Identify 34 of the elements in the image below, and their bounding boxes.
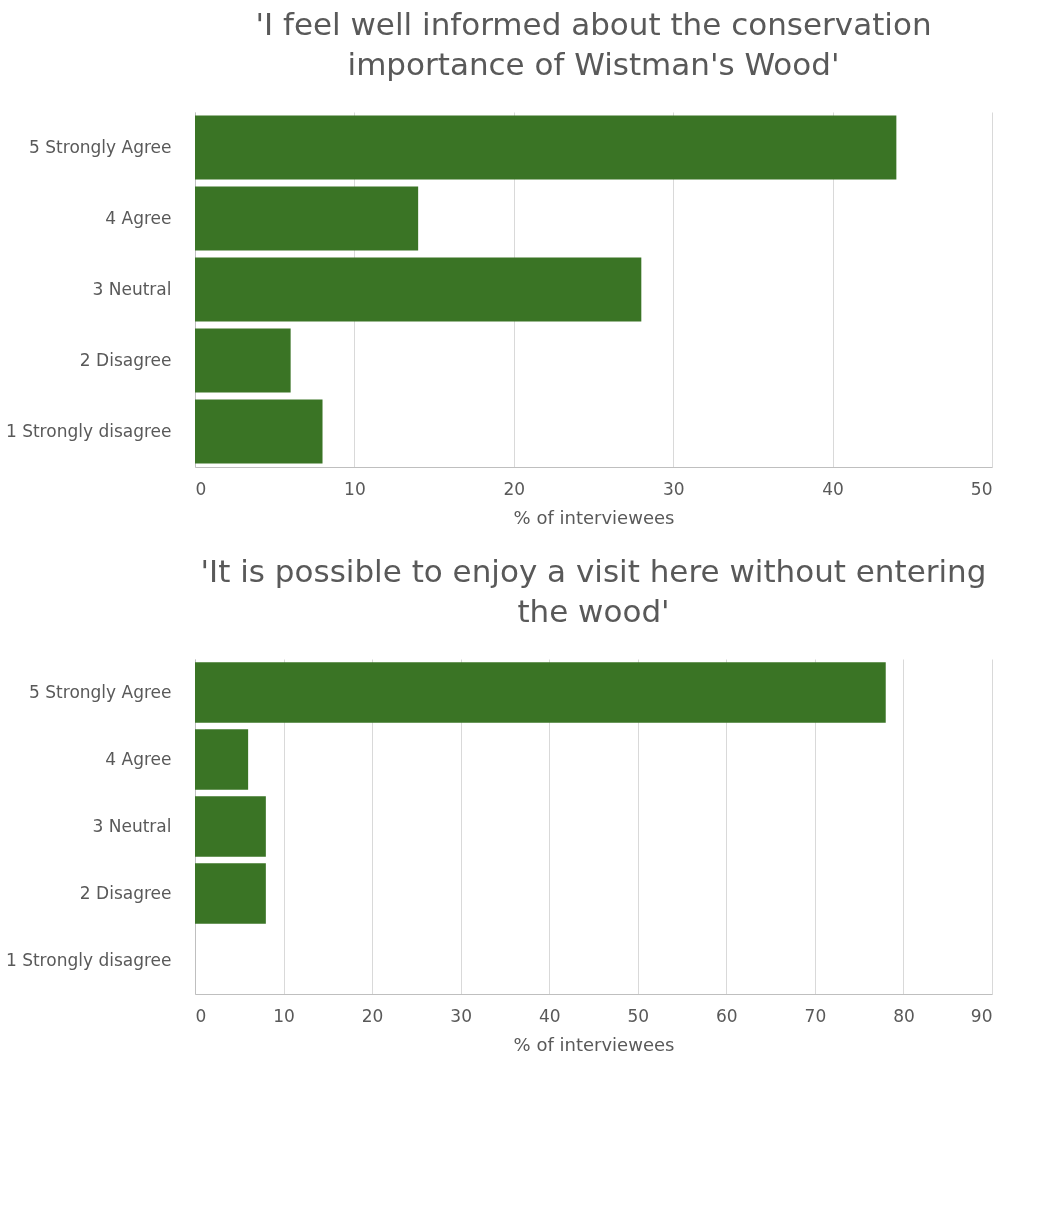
y-tick-label: 3 Neutral	[92, 278, 172, 299]
y-tick-label: 4 Agree	[105, 207, 172, 228]
x-tick-label: 10	[273, 1005, 295, 1026]
y-tick-label: 1 Strongly disagree	[5, 949, 172, 970]
chart-title: 'I feel well informed about the conservation importance of Wistman's Wood'	[255, 6, 932, 82]
x-tick-label: 30	[450, 1005, 472, 1026]
x-tick-label: 0	[195, 478, 207, 499]
x-axis-title: % of interviewees	[513, 506, 675, 528]
bar	[195, 662, 886, 723]
x-tick-label: 90	[970, 1005, 993, 1026]
y-tick-label: 5 Strongly Agree	[29, 136, 172, 157]
bar	[195, 796, 266, 857]
chart-title: 'It is possible to enjoy a visit here without entering the wood'	[200, 553, 987, 629]
x-tick-label: 20	[503, 478, 526, 499]
x-tick-label: 50	[627, 1005, 650, 1026]
x-tick-label: 40	[538, 1005, 561, 1026]
bar	[195, 863, 266, 924]
x-tick-label: 50	[970, 478, 993, 499]
bar	[195, 729, 249, 790]
x-tick-label: 30	[662, 478, 685, 499]
x-axis-title: % of interviewees	[513, 1033, 675, 1055]
y-tick-label: 2 Disagree	[79, 349, 172, 370]
x-tick-label: 80	[893, 1005, 915, 1026]
y-tick-label: 3 Neutral	[92, 815, 172, 836]
x-tick-label: 10	[344, 478, 366, 499]
y-tick-label: 2 Disagree	[79, 882, 172, 903]
x-tick-label: 20	[361, 1005, 384, 1026]
x-tick-label: 0	[195, 1005, 207, 1026]
y-tick-label: 5 Strongly Agree	[29, 681, 172, 702]
x-tick-label: 60	[716, 1005, 738, 1026]
y-tick-label: 1 Strongly disagree	[5, 420, 172, 441]
y-tick-label: 4 Agree	[105, 748, 172, 769]
x-tick-label: 40	[822, 478, 844, 499]
x-tick-label: 70	[804, 1005, 827, 1026]
